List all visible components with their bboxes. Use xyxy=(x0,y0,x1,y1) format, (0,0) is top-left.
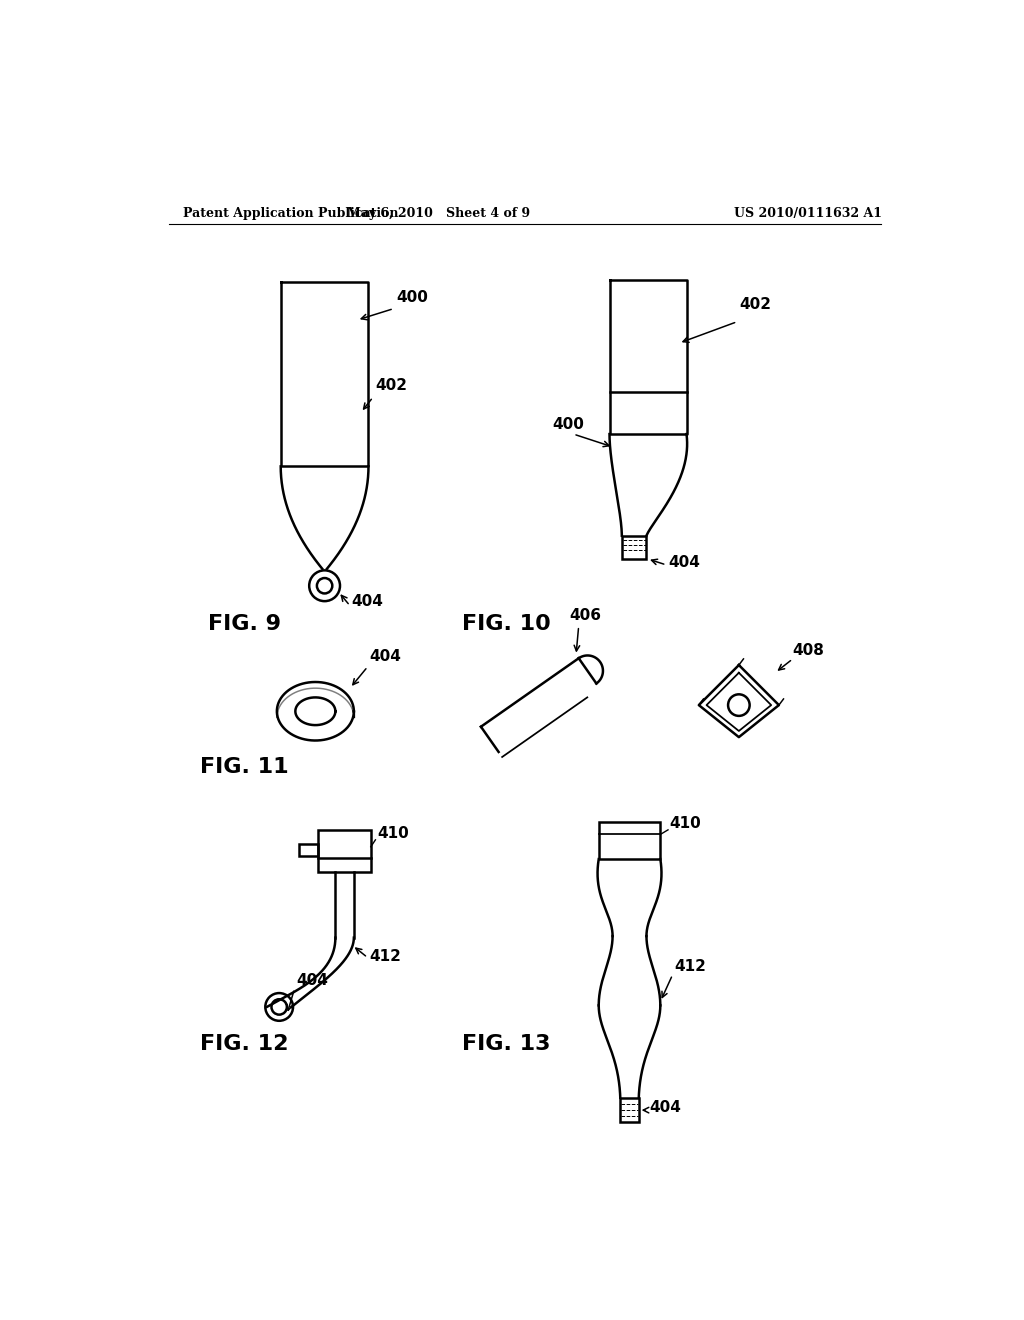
Text: May 6, 2010   Sheet 4 of 9: May 6, 2010 Sheet 4 of 9 xyxy=(347,207,530,220)
Bar xyxy=(299,843,318,857)
Text: FIG. 12: FIG. 12 xyxy=(201,1034,289,1053)
Text: 404: 404 xyxy=(296,973,328,989)
Text: 400: 400 xyxy=(396,289,428,305)
Text: US 2010/0111632 A1: US 2010/0111632 A1 xyxy=(734,207,882,220)
Text: 402: 402 xyxy=(376,379,408,393)
Text: 404: 404 xyxy=(370,649,401,664)
Text: 408: 408 xyxy=(793,643,824,659)
Text: 412: 412 xyxy=(370,949,401,964)
Text: 410: 410 xyxy=(377,825,409,841)
Text: FIG. 13: FIG. 13 xyxy=(462,1034,551,1053)
Text: 412: 412 xyxy=(674,958,707,974)
Text: 406: 406 xyxy=(569,609,601,623)
Text: 400: 400 xyxy=(553,417,585,432)
Text: FIG. 9: FIG. 9 xyxy=(208,614,281,634)
Text: Patent Application Publication: Patent Application Publication xyxy=(183,207,398,220)
Text: 404: 404 xyxy=(649,1100,681,1114)
Text: FIG. 10: FIG. 10 xyxy=(462,614,551,634)
Bar xyxy=(621,1098,639,1122)
Bar xyxy=(599,822,660,859)
Bar xyxy=(318,830,371,873)
Text: 404: 404 xyxy=(351,594,383,609)
Text: 410: 410 xyxy=(670,816,701,832)
Text: 404: 404 xyxy=(668,556,699,570)
Bar xyxy=(622,536,646,558)
Text: 402: 402 xyxy=(739,297,771,313)
Text: FIG. 11: FIG. 11 xyxy=(201,756,289,776)
